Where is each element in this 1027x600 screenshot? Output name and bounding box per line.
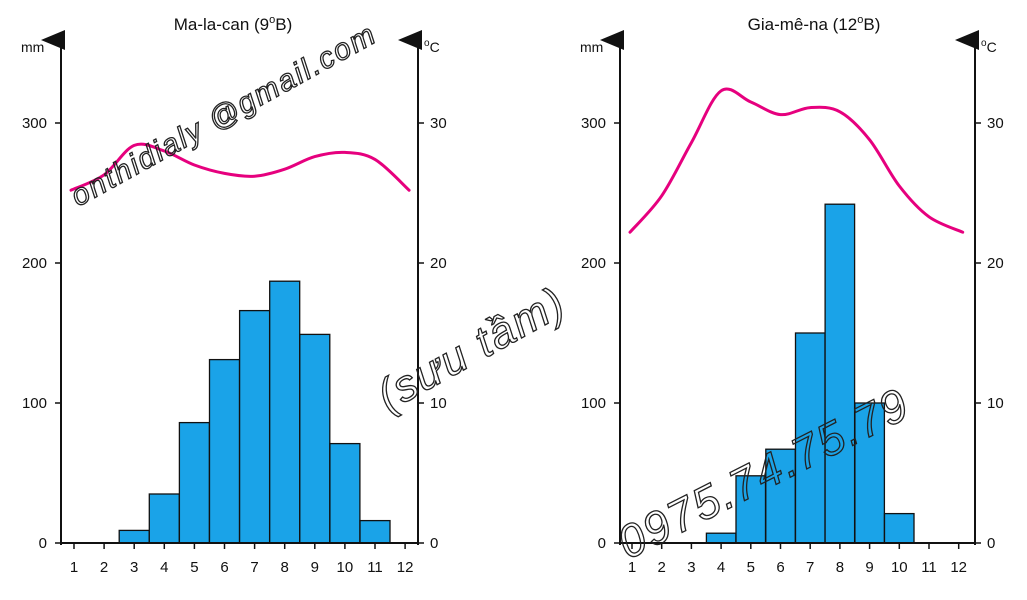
precip-bar <box>178 421 211 544</box>
left-unit-label: mm <box>580 39 603 55</box>
x-tick-label: 8 <box>281 559 289 576</box>
precip-bar <box>118 529 150 544</box>
right-tick-label: 30 <box>987 115 1004 132</box>
right-unit-degree: o <box>981 38 987 49</box>
x-tick-label: 6 <box>776 559 784 576</box>
right-tick-label: 20 <box>430 255 447 272</box>
x-tick-label: 2 <box>100 559 108 576</box>
right-unit-degree: o <box>424 38 430 49</box>
precip-bar <box>269 280 301 544</box>
precip-bar <box>148 493 180 544</box>
precip-bar <box>705 532 737 544</box>
precip-bar <box>854 402 886 544</box>
precip-bar <box>765 448 796 544</box>
x-tick-label: 5 <box>747 559 755 576</box>
precip-bar <box>299 333 331 544</box>
x-tick-label: 9 <box>311 559 319 576</box>
right-unit-label: oC <box>981 38 997 55</box>
precip-bar <box>794 332 826 544</box>
chart-title-tail: B) <box>275 15 292 34</box>
x-tick-label: 4 <box>160 559 168 576</box>
x-tick-label: 2 <box>658 559 666 576</box>
right-tick-label: 30 <box>430 115 447 132</box>
precip-bar <box>238 309 271 544</box>
left-tick-label: 100 <box>22 395 47 412</box>
precip-bar <box>359 519 391 544</box>
left-tick-label: 300 <box>22 115 47 132</box>
left-tick-label: 0 <box>598 535 606 552</box>
chart-title-degree: o <box>857 14 863 26</box>
temperature-line <box>69 142 411 192</box>
right-unit-label: oC <box>424 38 440 55</box>
x-tick-label: 3 <box>130 559 138 576</box>
chart-title-tail: B) <box>863 15 880 34</box>
x-tick-label: 12 <box>950 559 967 576</box>
x-tick-label: 10 <box>891 559 908 576</box>
x-tick-label: 6 <box>220 559 228 576</box>
left-tick-label: 100 <box>581 395 606 412</box>
left-unit-label: mm <box>21 39 44 55</box>
chart-title-name: Ma-la-can (9 <box>174 15 269 34</box>
x-tick-label: 11 <box>921 559 937 576</box>
right-tick-label: 0 <box>987 535 995 552</box>
x-tick-label: 3 <box>687 559 695 576</box>
precip-bar <box>208 358 241 544</box>
x-tick-label: 8 <box>836 559 844 576</box>
precip-bar <box>329 442 361 544</box>
chart-title-name: Gia-mê-na (12 <box>748 15 858 34</box>
left-tick-label: 0 <box>39 535 47 552</box>
left-tick-label: 300 <box>581 115 606 132</box>
x-tick-label: 9 <box>865 559 873 576</box>
right-tick-label: 10 <box>430 395 447 412</box>
precip-bar <box>883 512 915 544</box>
watermark-credit: (sưu tầm) <box>369 277 574 420</box>
x-tick-label: 11 <box>367 559 383 576</box>
left-tick-label: 200 <box>581 255 606 272</box>
x-tick-label: 4 <box>717 559 725 576</box>
right-tick-label: 10 <box>987 395 1004 412</box>
right-unit-c: C <box>987 39 997 55</box>
x-tick-label: 1 <box>628 559 636 576</box>
x-tick-label: 12 <box>397 559 414 576</box>
left-tick-label: 200 <box>22 255 47 272</box>
temperature-line <box>628 87 965 234</box>
right-tick-label: 20 <box>987 255 1004 272</box>
precip-bar <box>824 203 856 544</box>
x-tick-label: 1 <box>70 559 78 576</box>
x-tick-label: 7 <box>806 559 814 576</box>
watermark-email: onthidialy @gmail.com <box>65 17 382 213</box>
chart-title-degree: o <box>269 14 275 26</box>
x-tick-label: 5 <box>190 559 198 576</box>
right-tick-label: 0 <box>430 535 438 552</box>
x-tick-label: 10 <box>337 559 354 576</box>
chart-title: Ma-la-can (9oB) <box>174 14 293 34</box>
right-unit-c: C <box>430 39 440 55</box>
x-tick-label: 7 <box>250 559 258 576</box>
chart-title: Gia-mê-na (12oB) <box>748 14 881 34</box>
